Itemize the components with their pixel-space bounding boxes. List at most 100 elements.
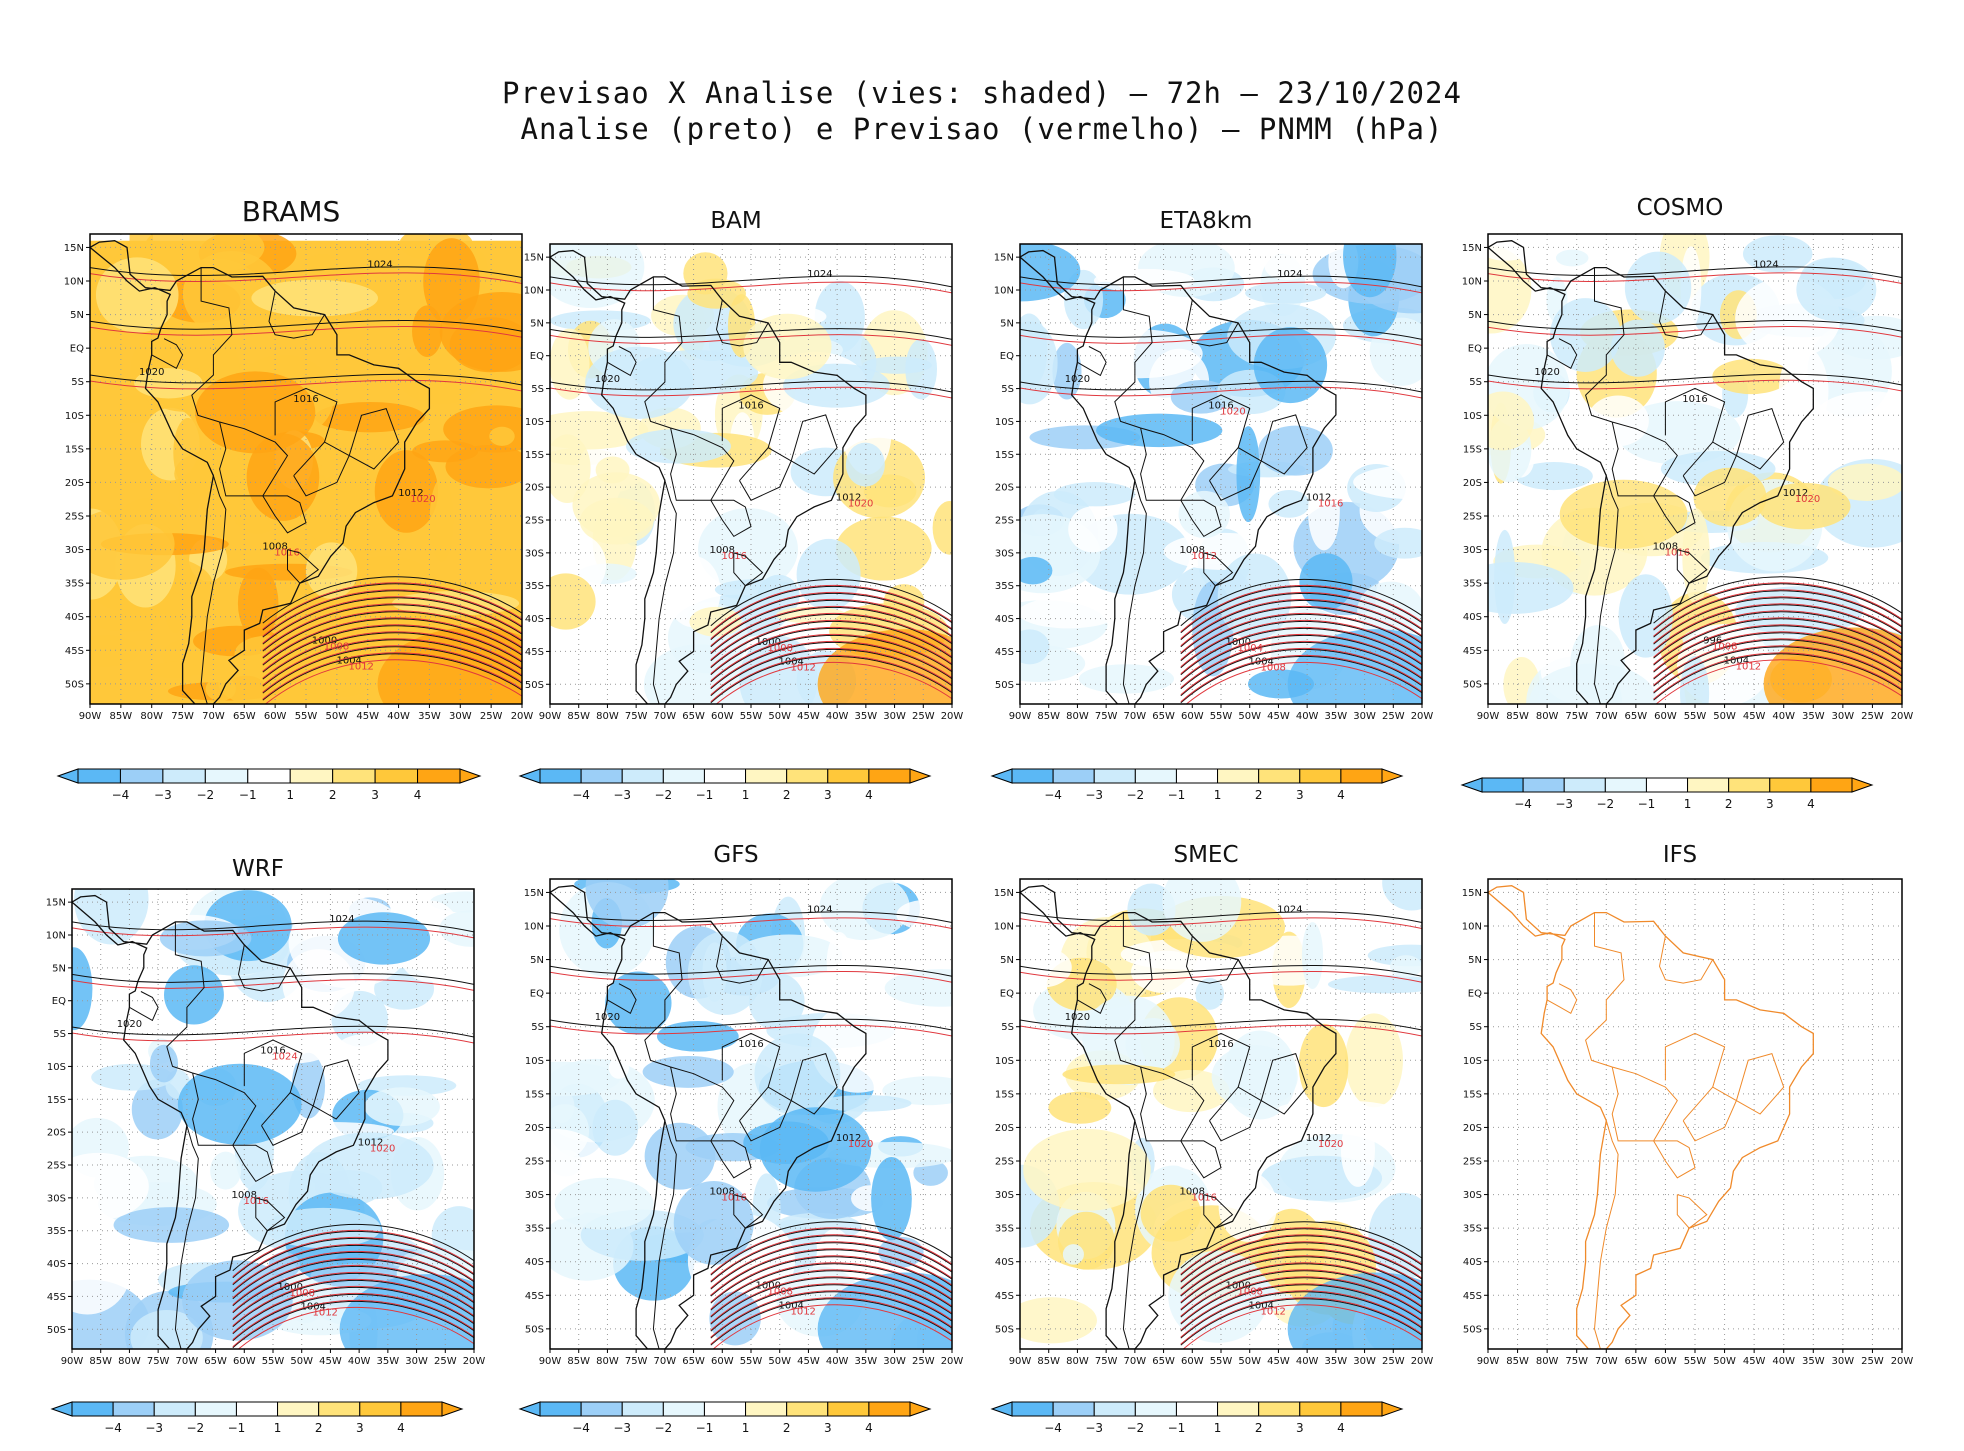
forecast-isobar	[1653, 624, 1902, 672]
analysis-isobar	[1180, 599, 1422, 648]
bias-cell	[1682, 508, 1710, 605]
analysis-isobar	[1180, 606, 1422, 655]
analysis-isobar	[1653, 646, 1902, 694]
forecast-contour-label: 1020	[1795, 494, 1820, 505]
lat-tick-label: 30S	[995, 1190, 1014, 1201]
country-border	[1180, 1140, 1222, 1179]
forecast-isobar	[1020, 386, 1422, 399]
analysis-isobar	[232, 1293, 474, 1342]
lon-tick-label: 80W	[140, 711, 163, 722]
bias-cell	[1308, 473, 1340, 551]
country-border	[200, 475, 227, 704]
forecast-isobar	[1020, 917, 1422, 930]
bias-cell	[550, 244, 645, 309]
analysis-contour-label: 1012	[1306, 1133, 1331, 1144]
lon-tick-label: 80W	[1536, 711, 1559, 722]
lon-tick-label: 85W	[1506, 711, 1529, 722]
lat-tick-label: 50S	[47, 1325, 66, 1336]
axis-ticks: 15N 10N 5N EQ 5S 10S 15S 20S 25S 30S 35S 40S 45S 50S 9…	[1462, 888, 1914, 1367]
bias-cell	[182, 250, 281, 337]
forecast-isobar	[710, 1269, 952, 1317]
bias-cell	[1195, 978, 1225, 1010]
panel-title: COSMO	[1636, 195, 1724, 221]
lon-tick-label: 30W	[449, 711, 472, 722]
forecast-contour-label: 1020	[848, 498, 873, 509]
forecast-contours: 1008 1012 1016 1020 1024	[72, 926, 474, 1349]
lon-tick-label: 80W	[596, 711, 619, 722]
analysis-isobar	[710, 648, 952, 697]
forecast-isobar	[262, 596, 522, 644]
colorbar-segment	[1604, 777, 1647, 793]
bias-cell	[1340, 1113, 1375, 1187]
country-border	[1658, 291, 1714, 339]
colorbar-segment	[1093, 1401, 1136, 1417]
coastline	[1020, 249, 1337, 704]
analysis-contours: 1000 1004 1008 1012 1016 1020 1024	[72, 914, 474, 1349]
lat-tick-label: 20S	[47, 1128, 66, 1139]
analysis-contour-label: 1012	[836, 492, 861, 503]
bias-cell	[1218, 1171, 1277, 1242]
colorbar-label: −1	[1168, 1421, 1186, 1435]
colorbar-label: 1	[274, 1421, 282, 1435]
lon-tick-label: 75W	[625, 711, 648, 722]
lat-tick-label: 10S	[1463, 1056, 1482, 1067]
lon-tick-label: 85W	[1506, 1356, 1529, 1367]
forecast-isobar	[232, 1264, 474, 1313]
country-border	[739, 1086, 792, 1142]
lat-tick-label: 35S	[995, 1224, 1014, 1235]
bias-cell	[280, 625, 371, 695]
colorbar-segment	[1052, 1401, 1095, 1417]
lon-tick-label: 25W	[912, 1356, 935, 1367]
analysis-contour-label: 1016	[738, 400, 763, 411]
analysis-isobar	[710, 1298, 952, 1346]
lon-tick-label: 65W	[682, 1356, 705, 1367]
colorbar-label: −1	[696, 788, 714, 802]
analysis-isobar	[1180, 1249, 1422, 1297]
forecast-isobar	[1655, 659, 1902, 704]
bias-cell	[687, 931, 763, 1016]
colorbar-min-arrow	[518, 768, 541, 784]
analysis-isobar	[710, 606, 952, 655]
bias-cell	[165, 592, 186, 634]
lat-tick-label: 50S	[525, 1324, 544, 1335]
analysis-contour-label: 1020	[117, 1019, 142, 1030]
country-border	[293, 441, 350, 497]
colorbar-max-arrow	[1381, 1401, 1404, 1417]
bias-cell	[1068, 506, 1118, 553]
analysis-isobar	[1653, 597, 1902, 645]
colorbar-segment	[786, 1401, 829, 1417]
lat-tick-label: 10S	[1463, 411, 1482, 422]
forecast-isobar	[1180, 1241, 1422, 1289]
panel-ifs: IFS 15N 10N 5N EQ 5S 10S 15S 20S 25S 30S 35S 40S 45S 5…	[1446, 842, 1914, 1451]
bias-cell	[1020, 313, 1048, 389]
country-border	[1664, 387, 1726, 443]
lon-tick-label: 85W	[89, 1356, 112, 1367]
bias-cell	[265, 1207, 381, 1249]
bias-cell	[550, 573, 596, 630]
colorbar-max-arrow	[909, 1401, 932, 1417]
colorbar-segment	[662, 1401, 705, 1417]
bias-cell	[1168, 1135, 1250, 1173]
colorbar-label: −2	[196, 788, 214, 802]
forecast-isobar	[237, 1306, 474, 1349]
forecast-isobar	[1653, 645, 1902, 693]
colorbar-segment	[277, 1401, 320, 1417]
colorbar-label: 4	[414, 788, 422, 802]
colorbar-max-arrow	[909, 768, 932, 784]
colorbar-segment	[868, 1401, 911, 1417]
colorbar-segment	[1340, 768, 1383, 784]
colorbar-segment	[580, 768, 623, 784]
bias-cell	[1778, 346, 1829, 437]
country-border	[255, 1197, 286, 1232]
analysis-isobar	[710, 634, 952, 683]
lat-tick-label: 5S	[1469, 1022, 1482, 1033]
lat-tick-label: 10S	[525, 417, 544, 428]
colorbar-segment	[1093, 768, 1136, 784]
bias-cell	[550, 620, 633, 698]
bias-cell	[1093, 268, 1195, 293]
colorbar-segment	[153, 1401, 196, 1417]
lat-tick-label: 5N	[70, 310, 84, 321]
lat-tick-label: 10N	[1462, 922, 1482, 933]
forecast-isobar	[232, 1257, 474, 1306]
